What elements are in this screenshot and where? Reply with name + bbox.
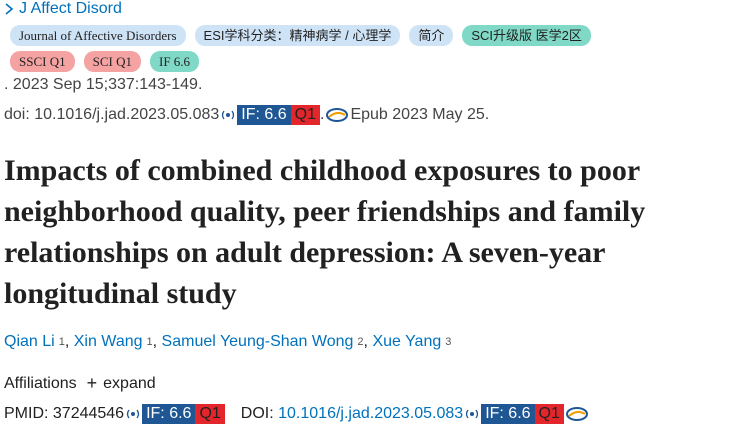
if-badge: IF: 6.6 xyxy=(481,404,535,424)
author[interactable]: Xue Yang xyxy=(372,333,442,350)
doi-line: doi: 10.1016/j.jad.2023.05.083 IF: 6.6 Q1… xyxy=(4,105,489,125)
badge[interactable]: Journal of Affective Disorders xyxy=(10,25,186,46)
author[interactable]: Samuel Yeung-Shan Wong xyxy=(161,333,354,350)
signal-icon xyxy=(222,110,235,120)
aff-num[interactable]: 1 xyxy=(146,336,153,348)
doi-link[interactable]: 10.1016/j.jad.2023.05.083 xyxy=(278,405,464,422)
ids-row: PMID: 37244546 IF: 6.6 Q1 DOI: 10.1016/j.… xyxy=(4,404,590,424)
epub-date: Epub 2023 May 25. xyxy=(350,106,490,123)
sep: , xyxy=(152,333,158,350)
badge[interactable]: IF 6.6 xyxy=(149,51,200,72)
badge[interactable]: ESI学科分类：精神病学 / 心理学 xyxy=(194,25,401,46)
badge[interactable]: SCI升级版 医学2区 xyxy=(462,25,591,46)
aff-num[interactable]: 1 xyxy=(58,336,65,348)
signal-icon xyxy=(126,409,140,419)
author[interactable]: Qian Li xyxy=(4,333,55,350)
title-line: relationships on adult depression: A sev… xyxy=(4,236,606,269)
citation: . 2023 Sep 15;337:143-149. xyxy=(4,76,203,93)
affiliations-label: Affiliations xyxy=(4,374,77,392)
affiliations: Affiliations + expand xyxy=(4,373,156,394)
pmid: PMID: 37244546 xyxy=(4,405,125,422)
badge[interactable]: SCI Q1 xyxy=(83,51,141,72)
author[interactable]: Xin Wang xyxy=(73,333,143,350)
journal-row: J Affect Disord xyxy=(3,0,122,18)
sep: , xyxy=(64,333,70,350)
doi-label: DOI: xyxy=(240,405,274,422)
badge[interactable]: SSCI Q1 xyxy=(10,51,75,72)
sep: , xyxy=(363,333,368,350)
badges-row-2: SSCI Q1 SCI Q1 IF 6.6 xyxy=(10,51,208,72)
q-badge: Q1 xyxy=(534,404,564,424)
epub-icon xyxy=(565,407,588,421)
chevron-icon xyxy=(5,3,14,15)
signal-icon xyxy=(466,409,479,419)
badge[interactable]: 简介 xyxy=(409,25,454,46)
if-badge: IF: 6.6 xyxy=(142,404,196,424)
if-badge: IF: 6.6 xyxy=(237,105,291,125)
badges-row-1: Journal of Affective Disorders ESI学科分类：精… xyxy=(10,25,600,46)
q-badge: Q1 xyxy=(195,404,225,424)
title-line: neighborhood quality, peer friendships a… xyxy=(4,195,646,228)
epub-icon xyxy=(326,108,349,122)
aff-num[interactable]: 2 xyxy=(357,336,364,348)
aff-num[interactable]: 3 xyxy=(445,336,452,348)
article-title: Impacts of combined childhood exposures … xyxy=(4,150,645,314)
title-line: longitudinal study xyxy=(4,277,237,310)
expand-plus[interactable]: + xyxy=(86,373,98,393)
expand-button[interactable]: expand xyxy=(103,374,156,392)
title-line: Impacts of combined childhood exposures … xyxy=(4,154,641,187)
authors: Qian Li 1, Xin Wang 1, Samuel Yeung-Shan W… xyxy=(4,333,451,351)
dot: . xyxy=(320,106,325,123)
doi-text: doi: 10.1016/j.jad.2023.05.083 xyxy=(4,106,220,123)
q-badge: Q1 xyxy=(290,105,320,125)
journal-link[interactable]: J Affect Disord xyxy=(19,0,122,17)
